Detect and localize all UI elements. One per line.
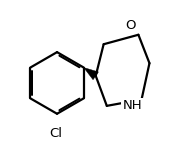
Text: O: O	[125, 19, 136, 32]
Text: Cl: Cl	[50, 127, 63, 140]
Text: NH: NH	[122, 99, 142, 112]
Polygon shape	[84, 68, 98, 80]
